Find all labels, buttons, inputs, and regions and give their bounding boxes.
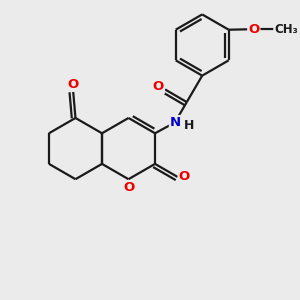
Text: O: O [179,170,190,183]
Text: H: H [184,119,194,132]
Text: CH₃: CH₃ [274,23,298,36]
Text: N: N [170,116,181,129]
Text: O: O [153,80,164,93]
Text: O: O [123,181,134,194]
Text: O: O [68,77,79,91]
Text: O: O [248,23,260,36]
